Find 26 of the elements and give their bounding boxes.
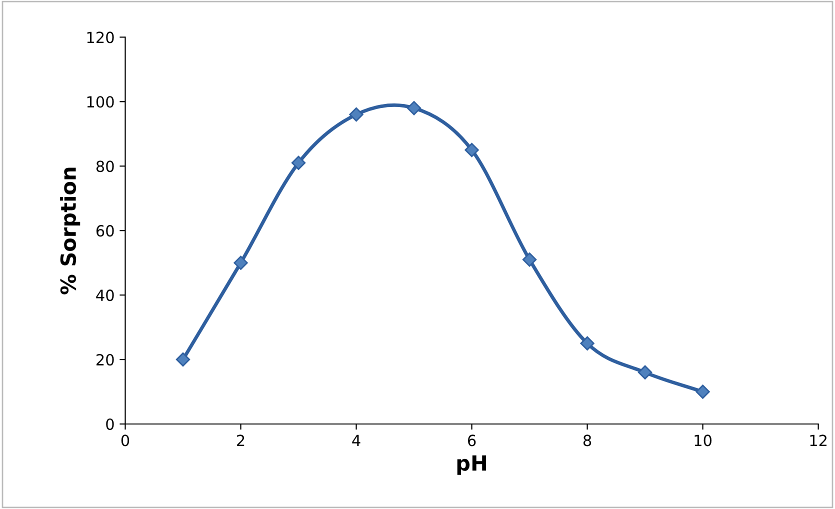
x-tick-label: 10: [694, 434, 712, 446]
y-tick-label: 120: [87, 32, 114, 44]
point: [464, 142, 479, 158]
y-axis-title: % Sorption: [60, 168, 80, 294]
y-tick-label: 0: [106, 418, 114, 430]
x-tick-label: 6: [468, 434, 476, 446]
point: [234, 256, 248, 270]
x-tick-label: 2: [237, 434, 244, 446]
point: [580, 336, 594, 350]
x-tick-label: 4: [352, 434, 360, 446]
y-tick-label: 40: [96, 290, 114, 302]
point: [638, 365, 652, 380]
y-tick-label: 100: [87, 96, 114, 108]
point: [696, 384, 710, 399]
y-tick-label: 20: [96, 354, 114, 366]
x-tick-label: 12: [810, 434, 826, 446]
point: [406, 101, 422, 116]
point: [176, 352, 190, 367]
point: [349, 107, 364, 122]
x-axis-title: pH: [457, 455, 486, 475]
point: [291, 156, 306, 170]
point: [522, 252, 537, 267]
y-tick-label: 60: [96, 225, 114, 237]
x-tick-label: 8: [583, 434, 592, 446]
y-tick-label: 80: [96, 160, 114, 172]
x-tick-label: 0: [121, 434, 130, 446]
